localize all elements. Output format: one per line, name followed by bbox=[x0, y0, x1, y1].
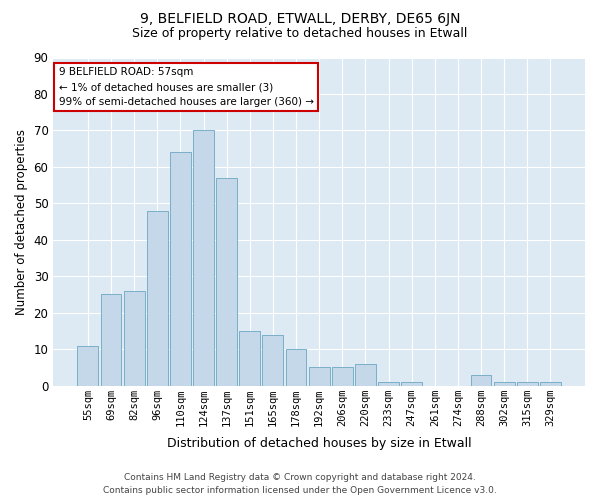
Bar bbox=[124, 291, 145, 386]
Text: 9, BELFIELD ROAD, ETWALL, DERBY, DE65 6JN: 9, BELFIELD ROAD, ETWALL, DERBY, DE65 6J… bbox=[140, 12, 460, 26]
Bar bbox=[309, 368, 329, 386]
Text: Size of property relative to detached houses in Etwall: Size of property relative to detached ho… bbox=[133, 28, 467, 40]
X-axis label: Distribution of detached houses by size in Etwall: Distribution of detached houses by size … bbox=[167, 437, 472, 450]
Bar bbox=[77, 346, 98, 386]
Bar bbox=[147, 210, 167, 386]
Text: 9 BELFIELD ROAD: 57sqm
← 1% of detached houses are smaller (3)
99% of semi-detac: 9 BELFIELD ROAD: 57sqm ← 1% of detached … bbox=[59, 68, 314, 107]
Bar bbox=[193, 130, 214, 386]
Bar bbox=[401, 382, 422, 386]
Bar bbox=[262, 334, 283, 386]
Bar bbox=[378, 382, 399, 386]
Bar bbox=[332, 368, 353, 386]
Bar bbox=[540, 382, 561, 386]
Bar bbox=[170, 152, 191, 386]
Bar bbox=[494, 382, 515, 386]
Bar bbox=[216, 178, 237, 386]
Y-axis label: Number of detached properties: Number of detached properties bbox=[15, 128, 28, 314]
Bar bbox=[355, 364, 376, 386]
Bar bbox=[101, 294, 121, 386]
Text: Contains HM Land Registry data © Crown copyright and database right 2024.
Contai: Contains HM Land Registry data © Crown c… bbox=[103, 474, 497, 495]
Bar bbox=[286, 349, 307, 386]
Bar bbox=[470, 374, 491, 386]
Bar bbox=[517, 382, 538, 386]
Bar bbox=[239, 331, 260, 386]
